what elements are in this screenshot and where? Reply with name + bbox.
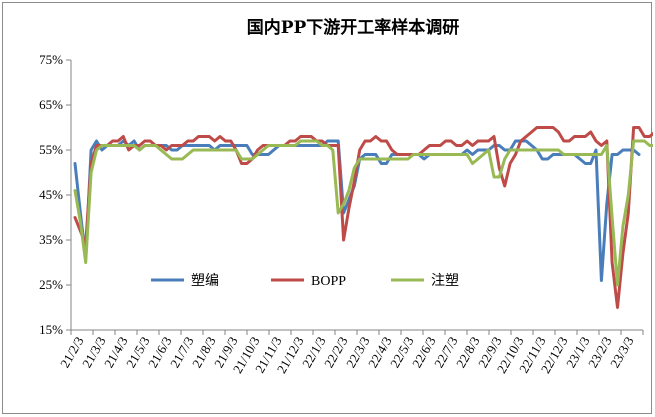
chart-title: 国内PP下游开工率样本调研 xyxy=(247,17,460,38)
y-tick-label: 35% xyxy=(39,232,63,247)
y-tick-label: 65% xyxy=(39,97,63,112)
y-tick-label: 25% xyxy=(39,277,63,292)
series-layer xyxy=(73,126,653,309)
legend-label-2: BOPP xyxy=(311,274,346,289)
y-tick-label: 55% xyxy=(39,142,63,157)
y-tick-label: 75% xyxy=(39,52,63,67)
legend-label-1: 塑编 xyxy=(191,273,219,289)
series-line-3 xyxy=(73,139,653,287)
x-tick-label: 23/3/3 xyxy=(607,334,637,370)
line-chart: 国内PP下游开工率样本调研 75%65%55%45%35%25%15%21/2/… xyxy=(39,17,653,376)
y-tick-label: 45% xyxy=(39,187,63,202)
legend: 塑编 BOPP 注塑 xyxy=(151,273,459,289)
series-line-2 xyxy=(73,126,653,309)
y-tick-label: 15% xyxy=(39,322,63,337)
legend-label-3: 注塑 xyxy=(431,273,459,289)
